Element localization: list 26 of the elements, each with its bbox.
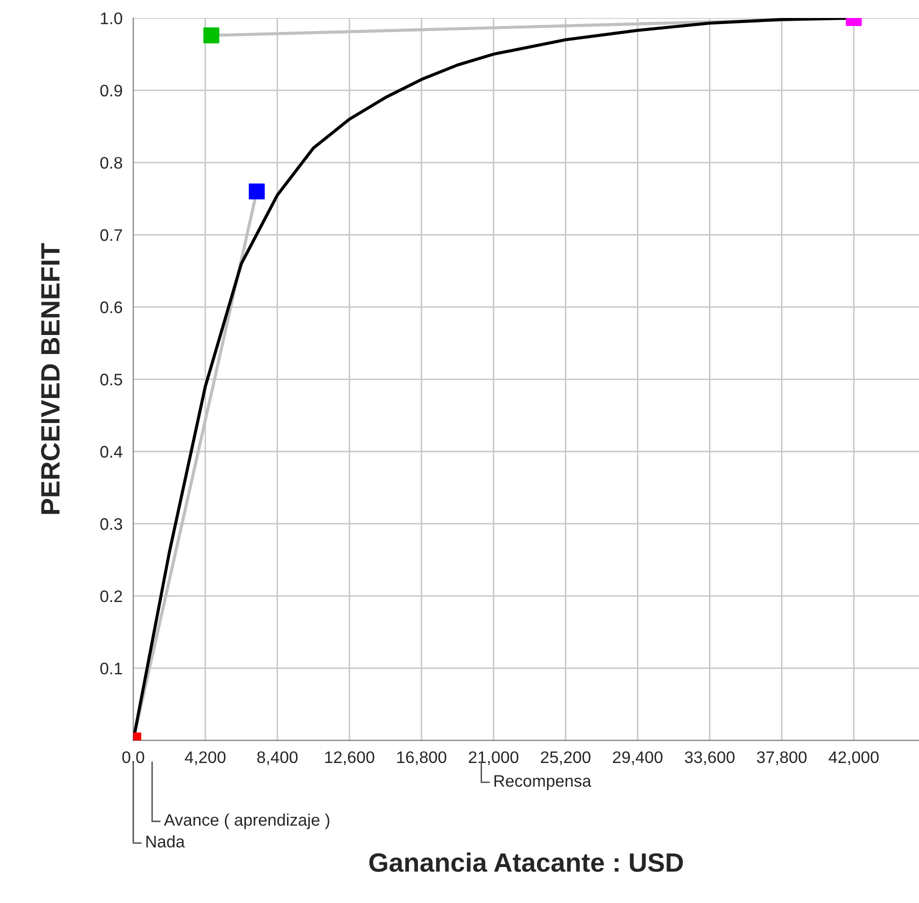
x-tick-label: 37,800	[756, 751, 807, 766]
y-axis-title: PERCEIVED BENEFIT	[41, 243, 60, 514]
x-tick-label: 42,000	[828, 751, 879, 766]
y-tick-label: 0.3	[100, 518, 122, 530]
x-axis-title: Ganancia Atacante : USD	[369, 852, 683, 872]
y-tick-label: 0.2	[100, 590, 122, 602]
y-tick-label: 1.0	[100, 12, 122, 24]
y-tick-label: 0.9	[100, 84, 122, 97]
x-tick-label: 21,000	[468, 751, 518, 766]
text: Avance ( aprendizaje )	[164, 814, 330, 830]
text: Recompensa	[494, 775, 592, 790]
y-tick-label: 0.1	[100, 662, 122, 674]
x-tick-label: 8,400	[257, 751, 298, 766]
x-tick-label: 33,600	[684, 751, 735, 766]
y-tick-label: 0.4	[100, 446, 122, 458]
x-tick-label: 0.0	[122, 751, 144, 764]
x-tick-label: 4,200	[184, 751, 226, 766]
y-tick-label: 0.8	[100, 156, 122, 169]
y-tick-label: 0.5	[100, 374, 122, 386]
x-tick-label: 12,600	[325, 751, 374, 766]
x-tick-label: 16,800	[397, 751, 446, 766]
y-tick-label: 0.7	[100, 229, 122, 241]
x-tick-label: 25,200	[540, 751, 590, 766]
y-tick-label: 0.6	[100, 301, 122, 314]
text: Nada	[146, 835, 185, 848]
x-tick-label: 29,400	[612, 751, 662, 766]
